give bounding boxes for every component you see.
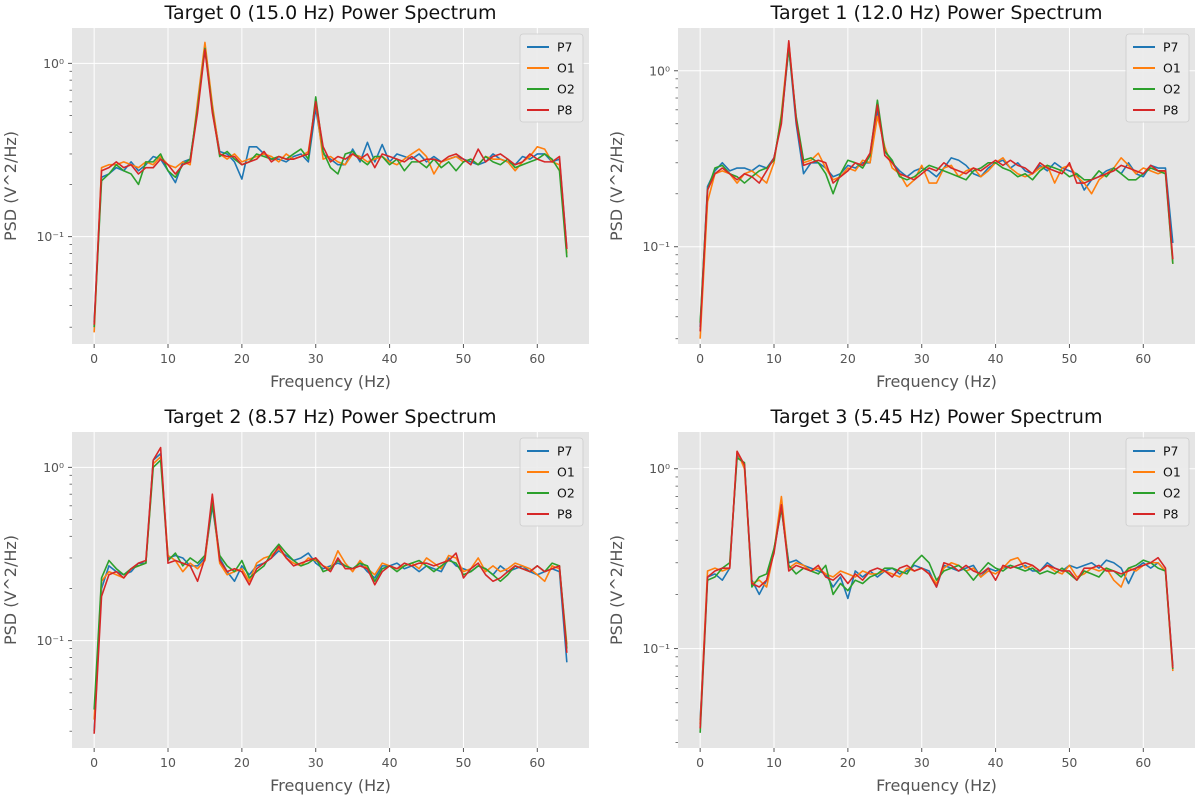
x-axis-label: Frequency (Hz)	[270, 372, 391, 391]
series-line-o1	[699, 450, 1174, 725]
legend: P7 O1 O2 P8	[519, 33, 584, 123]
y-tick-label: 10⁻¹	[642, 239, 670, 254]
chart-panel-3: 0 10 20 30 40 50 60 10⁻¹ 10⁰ Target 3 (5.45 Hz) P…	[607, 406, 1195, 795]
y-tick-label: 10⁰	[649, 63, 670, 78]
x-axis-label: Frequency (Hz)	[876, 372, 997, 391]
chart-panel-0: 0 10 20 30 40 50 60 10⁻¹ 10⁰ Target 0 (15.0 Hz) P…	[1, 2, 589, 391]
x-tick-label: 20	[234, 351, 250, 366]
chart-title: Target 2 (8.57 Hz) Power Spectrum	[164, 406, 497, 428]
x-tick-label: 0	[696, 351, 704, 366]
x-tick-label: 60	[529, 755, 545, 770]
legend-label: O1	[557, 465, 575, 480]
y-axis-label: PSD (V^2/Hz)	[607, 535, 626, 645]
legend-label: P7	[557, 444, 573, 459]
legend-label: P7	[1163, 444, 1179, 459]
plot-area	[678, 432, 1195, 748]
y-axis-label: PSD (V^2/Hz)	[607, 131, 626, 241]
x-tick-label: 10	[160, 351, 176, 366]
x-tick-label: 50	[1061, 351, 1077, 366]
legend-label: O1	[1163, 61, 1181, 76]
series-line-o2	[699, 47, 1174, 323]
series-line-o2	[93, 47, 568, 328]
plot-area	[678, 28, 1195, 344]
y-tick-label: 10⁻¹	[642, 641, 670, 656]
x-tick-label: 20	[840, 755, 856, 770]
legend-label: O2	[1163, 82, 1181, 97]
legend-label: O1	[1163, 465, 1181, 480]
x-tick-label: 0	[90, 351, 98, 366]
x-tick-label: 10	[766, 755, 782, 770]
x-tick-label: 30	[308, 755, 324, 770]
legend-label: P8	[557, 103, 573, 118]
plot-area	[72, 432, 589, 748]
y-tick-label: 10⁻¹	[36, 229, 64, 244]
x-tick-label: 50	[455, 755, 471, 770]
x-tick-label: 0	[696, 755, 704, 770]
y-tick-label: 10⁰	[43, 56, 64, 71]
chart-panel-1: 0 10 20 30 40 50 60 10⁻¹ 10⁰ Target 1 (12.0 Hz) P…	[607, 2, 1195, 391]
legend-box	[519, 437, 584, 527]
x-tick-label: 60	[529, 351, 545, 366]
y-tick-label: 10⁻¹	[36, 633, 64, 648]
legend-label: O2	[557, 82, 575, 97]
legend-label: P8	[557, 507, 573, 522]
chart-title: Target 1 (12.0 Hz) Power Spectrum	[770, 2, 1103, 24]
legend-label: P7	[557, 40, 573, 55]
plot-area	[72, 28, 589, 344]
y-axis-label: PSD (V^2/Hz)	[1, 535, 20, 645]
x-tick-label: 30	[914, 755, 930, 770]
x-tick-label: 10	[766, 351, 782, 366]
series-line-p8	[699, 40, 1174, 332]
x-tick-label: 10	[160, 755, 176, 770]
series-line-p8	[93, 446, 568, 734]
x-tick-label: 20	[234, 755, 250, 770]
x-axis-label: Frequency (Hz)	[270, 776, 391, 795]
x-tick-label: 40	[382, 351, 398, 366]
legend-box	[1125, 437, 1190, 527]
x-tick-label: 30	[914, 351, 930, 366]
x-tick-label: 50	[455, 351, 471, 366]
y-axis-label: PSD (V^2/Hz)	[1, 131, 20, 241]
legend-label: O2	[1163, 486, 1181, 501]
legend-label: O2	[557, 486, 575, 501]
x-tick-label: 20	[840, 351, 856, 366]
legend-label: P7	[1163, 40, 1179, 55]
x-tick-label: 40	[382, 755, 398, 770]
legend: P7 O1 O2 P8	[1125, 437, 1190, 527]
x-tick-label: 40	[988, 351, 1004, 366]
x-tick-label: 0	[90, 755, 98, 770]
x-axis-label: Frequency (Hz)	[876, 776, 997, 795]
legend-box	[519, 33, 584, 123]
y-tick-label: 10⁰	[649, 461, 670, 476]
x-tick-label: 60	[1135, 351, 1151, 366]
chart-title: Target 0 (15.0 Hz) Power Spectrum	[164, 2, 497, 24]
legend: P7 O1 O2 P8	[1125, 33, 1190, 123]
chart-panel-2: 0 10 20 30 40 50 60 10⁻¹ 10⁰ Target 2 (8.57 Hz) P…	[1, 406, 589, 795]
series-line-p8	[699, 450, 1174, 729]
legend-label: O1	[557, 61, 575, 76]
series-line-o2	[93, 459, 568, 710]
legend: P7 O1 O2 P8	[519, 437, 584, 527]
legend-label: P8	[1163, 103, 1179, 118]
x-tick-label: 30	[308, 351, 324, 366]
legend-box	[1125, 33, 1190, 123]
x-tick-label: 50	[1061, 755, 1077, 770]
y-tick-label: 10⁰	[43, 460, 64, 475]
series-line-p8	[93, 48, 568, 325]
x-tick-label: 60	[1135, 755, 1151, 770]
chart-title: Target 3 (5.45 Hz) Power Spectrum	[770, 406, 1103, 428]
legend-label: P8	[1163, 507, 1179, 522]
x-tick-label: 40	[988, 755, 1004, 770]
